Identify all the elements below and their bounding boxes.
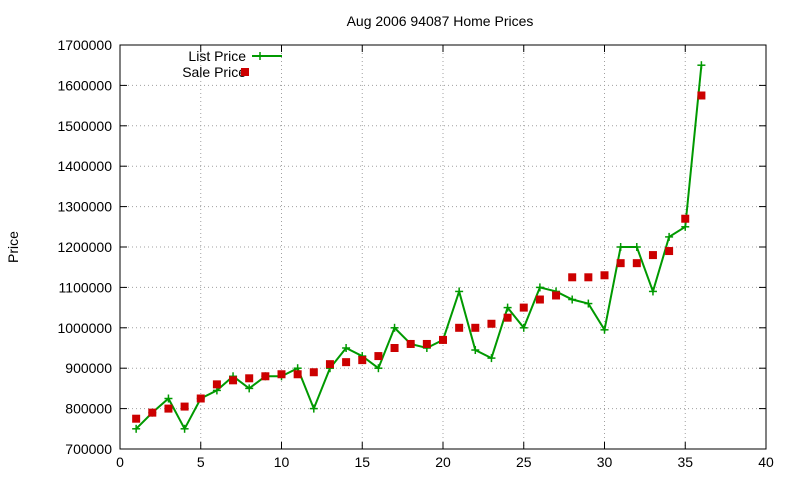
y-tick-label: 1000000 bbox=[57, 320, 112, 336]
sale-price-point bbox=[180, 402, 189, 411]
sale-price-point bbox=[616, 259, 625, 268]
y-tick-label: 1100000 bbox=[59, 279, 113, 295]
list-price-point bbox=[632, 243, 641, 251]
sale-price-point bbox=[681, 214, 690, 223]
legend-label: List Price bbox=[188, 48, 246, 64]
list-price-point bbox=[665, 232, 674, 241]
y-axis-label: Price bbox=[5, 231, 21, 263]
list-price-point bbox=[487, 354, 496, 363]
y-tick-label: 1600000 bbox=[57, 77, 112, 93]
y-tick-label: 700000 bbox=[65, 441, 112, 457]
x-tick-label: 30 bbox=[597, 454, 613, 470]
list-price-point bbox=[519, 323, 528, 332]
sale-price-point bbox=[503, 313, 512, 322]
sale-price-point bbox=[665, 247, 674, 256]
sale-price-point bbox=[245, 374, 254, 383]
y-tick-label: 1400000 bbox=[57, 158, 112, 174]
y-tick-label: 900000 bbox=[65, 360, 112, 376]
list-price-point bbox=[342, 344, 351, 352]
legend-label: Sale Price bbox=[182, 64, 246, 80]
sale-price-point bbox=[229, 376, 238, 385]
sale-price-point bbox=[487, 319, 496, 328]
sale-price-point bbox=[455, 323, 464, 332]
x-tick-label: 5 bbox=[197, 454, 205, 470]
list-price-point bbox=[180, 424, 189, 433]
grid-lines bbox=[120, 45, 766, 449]
sale-price-point bbox=[568, 273, 577, 282]
sale-price-point bbox=[519, 303, 528, 312]
list-price-point bbox=[535, 283, 544, 292]
list-price-point bbox=[132, 424, 141, 433]
sale-price-point bbox=[132, 414, 141, 423]
y-tick-label: 1700000 bbox=[57, 37, 112, 53]
list-price-point bbox=[503, 303, 512, 312]
y-tick-label: 1300000 bbox=[57, 199, 112, 215]
sale-price-point bbox=[293, 370, 302, 379]
list-price-point bbox=[616, 243, 625, 251]
list-price-point bbox=[374, 364, 383, 373]
y-tick-label: 1200000 bbox=[57, 239, 112, 255]
sale-price-point bbox=[390, 344, 399, 352]
sale-price-point bbox=[600, 271, 609, 280]
sale-price-point bbox=[374, 352, 383, 361]
x-tick-label: 20 bbox=[435, 454, 451, 470]
sale-price-point bbox=[648, 251, 657, 260]
sale-price-point bbox=[358, 356, 367, 365]
list-price-point bbox=[455, 287, 464, 296]
list-price-point bbox=[164, 394, 173, 403]
series-list-price bbox=[132, 61, 706, 433]
sale-price-point bbox=[212, 380, 221, 389]
list-price-point bbox=[697, 61, 706, 70]
x-tick-label: 40 bbox=[758, 454, 774, 470]
sale-price-point bbox=[277, 370, 286, 379]
legend-plus-sample bbox=[256, 52, 264, 60]
list-price-point bbox=[309, 404, 318, 413]
y-tick-label: 1500000 bbox=[57, 118, 112, 134]
sale-price-point bbox=[342, 358, 351, 367]
x-tick-label: 10 bbox=[274, 454, 290, 470]
sale-price-point bbox=[632, 259, 641, 268]
list-price-point bbox=[648, 287, 657, 296]
x-tick-label: 0 bbox=[116, 454, 124, 470]
sale-price-point bbox=[697, 91, 706, 100]
sale-price-point bbox=[309, 368, 318, 377]
list-price-point bbox=[681, 222, 690, 231]
y-tick-label: 800000 bbox=[65, 401, 112, 417]
x-tick-label: 15 bbox=[354, 454, 370, 470]
sale-price-point bbox=[406, 339, 415, 348]
list-price-point bbox=[471, 346, 480, 355]
list-price-point bbox=[584, 299, 593, 308]
sale-price-point bbox=[196, 394, 205, 403]
series-layer bbox=[132, 61, 706, 433]
list-price-point bbox=[245, 384, 254, 393]
sale-price-point bbox=[164, 404, 173, 413]
x-tick-label: 35 bbox=[677, 454, 693, 470]
legend-square-sample bbox=[241, 68, 249, 76]
sale-price-point bbox=[471, 323, 480, 332]
x-tick-label: 25 bbox=[516, 454, 532, 470]
sale-price-point bbox=[422, 339, 431, 348]
sale-price-point bbox=[535, 295, 544, 304]
sale-price-point bbox=[148, 408, 157, 417]
chart-title: Aug 2006 94087 Home Prices bbox=[347, 13, 534, 29]
plot-frame bbox=[119, 44, 767, 450]
sale-price-point bbox=[584, 273, 593, 282]
sale-price-point bbox=[261, 372, 270, 381]
list-price-point bbox=[600, 325, 609, 334]
sale-price-point bbox=[325, 360, 334, 369]
sale-price-point bbox=[552, 291, 561, 300]
axis-ticks: 700000 800000 900000 1000000 1100000 1200000 1… bbox=[57, 37, 774, 470]
series-sale-price bbox=[132, 91, 706, 423]
list-price-point bbox=[568, 295, 577, 304]
sale-price-point bbox=[439, 335, 447, 344]
list-price-point bbox=[390, 323, 399, 332]
